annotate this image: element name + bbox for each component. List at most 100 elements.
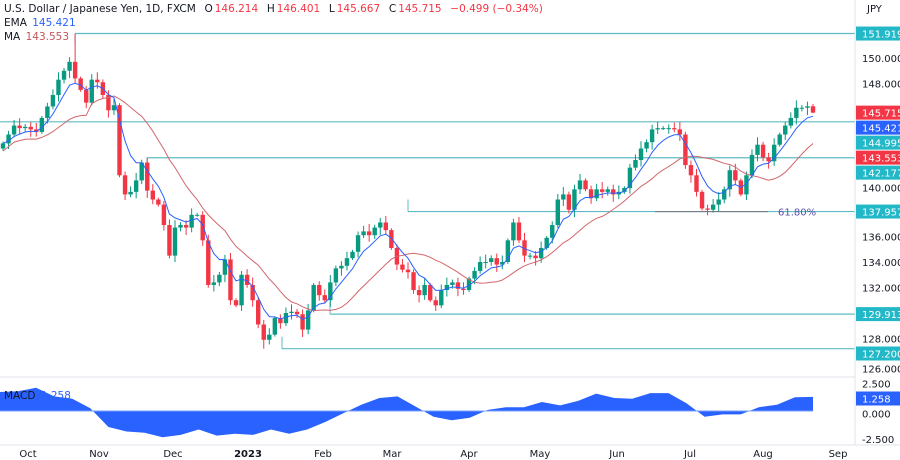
candle-body: [400, 264, 405, 270]
candle-body: [733, 170, 738, 181]
price-tick: 134.000: [862, 258, 900, 269]
candle-body: [455, 282, 461, 289]
candle: [599, 181, 605, 199]
candle-body: [122, 175, 128, 195]
price-axis[interactable]: 151.919 150.000 148.000 145.715 145.421 144.9…: [854, 0, 900, 446]
level-price-label: 137.957: [856, 204, 900, 219]
time-tick: Jun: [608, 449, 625, 460]
candle-body: [516, 222, 522, 241]
candle-body: [683, 134, 688, 166]
candle-body: [472, 270, 477, 279]
macd-legend[interactable]: MACD 1.258: [4, 390, 73, 402]
candle: [561, 187, 566, 206]
time-tick: 2023: [234, 449, 262, 460]
candle-body: [444, 284, 450, 291]
candle: [72, 33, 78, 84]
candle: [522, 232, 527, 263]
close-price-label-text: 145.715: [862, 109, 900, 120]
ma-price-label-text: 143.553: [862, 154, 900, 165]
candle: [300, 309, 305, 337]
ema-value: 145.421: [32, 17, 76, 29]
candle: [672, 122, 677, 133]
open-value: 146.214: [214, 3, 259, 15]
candle: [683, 131, 688, 169]
candle-body: [760, 144, 766, 158]
candle: [389, 228, 394, 250]
candle: [89, 74, 94, 106]
candle-body: [39, 117, 45, 132]
ema-label: EMA: [4, 17, 27, 29]
time-tick: Oct: [19, 449, 36, 460]
candle: [722, 186, 727, 204]
candle-body: [106, 94, 111, 111]
candle-body: [300, 314, 305, 330]
high-value: 146.401: [276, 3, 321, 15]
candle-body: [622, 188, 627, 192]
candle: [766, 152, 771, 169]
time-tick: Nov: [89, 449, 109, 460]
candle: [244, 269, 250, 288]
candle-body: [22, 126, 28, 129]
candle-body: [328, 282, 333, 301]
candle: [638, 141, 644, 167]
ema-legend[interactable]: EMA 145.421: [4, 17, 78, 29]
candle-body: [439, 290, 444, 306]
level-price-label-bg: [856, 346, 900, 361]
open-label: O: [204, 3, 213, 15]
candle: [433, 296, 438, 311]
close-price-label-bg: [856, 105, 900, 120]
candle-body: [45, 106, 50, 118]
candle: [278, 314, 283, 329]
candle-body: [178, 225, 183, 228]
symbol-legend[interactable]: U.S. Dollar / Japanese Yen, 1D, FXCM O 14…: [4, 3, 545, 15]
price-tick: 128.000: [862, 335, 900, 346]
fib-label: 61.80%: [778, 208, 816, 219]
candle-body: [256, 300, 261, 325]
candle: [194, 212, 200, 217]
time-axis[interactable]: Oct Nov Dec 2023 Feb Mar Apr May Jun Jul Aug Sep: [0, 444, 900, 460]
candle: [56, 72, 61, 102]
candle: [511, 218, 516, 246]
candle-body: [411, 272, 416, 291]
candle: [383, 216, 389, 235]
candle-body: [61, 70, 67, 80]
candle-body: [611, 189, 616, 195]
candle-body: [799, 107, 805, 109]
ema-line: [2, 82, 814, 320]
candle-body: [72, 61, 78, 79]
candle-body: [722, 189, 727, 200]
candle-body: [744, 175, 749, 195]
price-tick: 136.000: [862, 233, 900, 244]
candle: [272, 316, 278, 337]
candle: [39, 116, 45, 134]
candle-body: [561, 194, 566, 200]
candle-body: [344, 258, 350, 266]
candle-body: [538, 247, 544, 259]
macd-area: [0, 387, 813, 438]
candle-body: [416, 290, 422, 296]
level-price-label: 127.200: [856, 346, 900, 361]
ema-price-label-text: 145.421: [862, 124, 900, 135]
macd-price-label: 1.258: [856, 391, 900, 406]
candle: [666, 124, 671, 134]
candle-body: [783, 125, 788, 135]
macd-label: MACD: [4, 390, 36, 402]
candle-body: [688, 165, 694, 176]
macd-tick: 2.500: [862, 380, 891, 391]
time-tick: Sep: [829, 449, 848, 460]
candle: [183, 220, 189, 235]
candle-body: [794, 107, 799, 118]
candle: [217, 271, 222, 287]
candle-body: [727, 170, 732, 190]
level-price-label-text: 137.957: [862, 208, 900, 219]
candle: [755, 137, 760, 162]
candle-body: [461, 288, 466, 291]
candle-body: [294, 311, 300, 315]
candle-body: [228, 259, 233, 301]
candle: [500, 255, 505, 270]
candle: [416, 285, 422, 303]
candle: [17, 118, 22, 135]
ma-legend[interactable]: MA 143.553: [4, 31, 71, 43]
symbol-title: U.S. Dollar / Japanese Yen, 1D, FXCM: [4, 3, 196, 15]
